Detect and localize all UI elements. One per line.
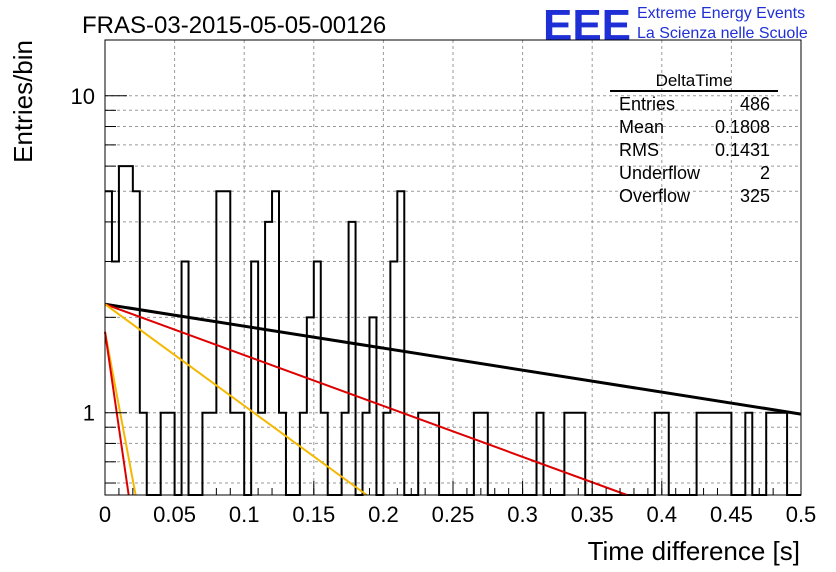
- stats-label: Entries: [619, 94, 675, 114]
- stats-label: Underflow: [619, 163, 701, 183]
- run-title: FRAS-03-2015-05-05-00126: [82, 12, 386, 39]
- fit-curve: [104, 303, 628, 496]
- axes: 0 0.05 0.1 0.15 0.2 0.25 0.3 0.35 0.4 0.45 0.5 1 10: [71, 84, 817, 527]
- x-tick-label: 0.05: [153, 502, 196, 527]
- stats-box: DeltaTime Entries 486 Mean 0.1808 RMS 0.1431 U…: [610, 71, 778, 206]
- eee-logo: EEE: [543, 1, 631, 50]
- fit-curves: [104, 302, 802, 496]
- x-tick-label: 0.2: [368, 502, 399, 527]
- x-tick-label: 0.35: [571, 502, 614, 527]
- fit-curve: [104, 331, 130, 496]
- stats-value: 0.1431: [715, 140, 770, 160]
- stats-value: 486: [740, 94, 770, 114]
- y-tick-label: 10: [71, 84, 95, 109]
- x-tick-label: 0.25: [432, 502, 475, 527]
- y-tick-label: 1: [83, 401, 95, 426]
- x-tick-label: 0: [99, 502, 111, 527]
- x-tick-label: 0.15: [292, 502, 335, 527]
- x-tick-label: 0.4: [647, 502, 678, 527]
- x-tick-label: 0.5: [786, 502, 817, 527]
- x-axis-label: Time difference [s]: [588, 536, 800, 566]
- stats-title: DeltaTime: [656, 71, 733, 90]
- stats-label: Overflow: [619, 186, 691, 206]
- x-tick-label: 0.45: [710, 502, 753, 527]
- logo-subtitle-2: La Scienza nelle Scuole: [637, 25, 808, 42]
- stats-label: RMS: [619, 140, 659, 160]
- x-tick-label: 0.3: [507, 502, 538, 527]
- stats-label: Mean: [619, 117, 664, 137]
- fit-curve: [104, 303, 368, 496]
- x-tick-label: 0.1: [229, 502, 260, 527]
- y-axis-label: Entries/bin: [8, 40, 38, 163]
- stats-value: 325: [740, 186, 770, 206]
- stats-value: 0.1808: [715, 117, 770, 137]
- stats-value: 2: [760, 163, 770, 183]
- logo-subtitle-1: Extreme Energy Events: [637, 5, 805, 22]
- fit-curve: [104, 302, 802, 416]
- fit-curve: [104, 331, 137, 496]
